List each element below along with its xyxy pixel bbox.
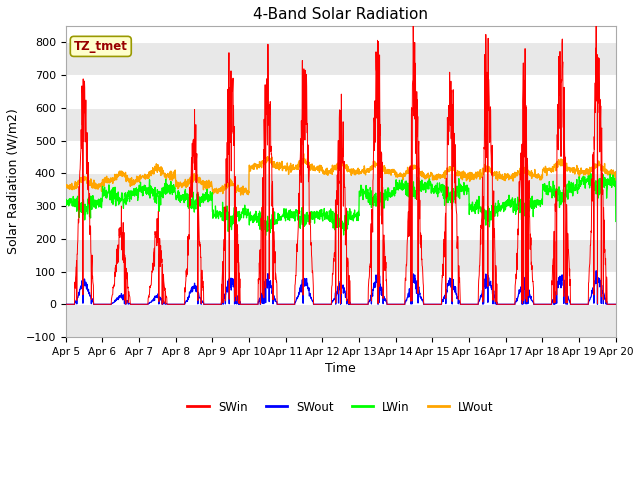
SWin	[500, 301, 508, 307]
SWin	[369, 217, 376, 223]
LWin	[587, 171, 595, 177]
LWin	[357, 185, 365, 191]
Bar	[65, 108, 616, 141]
SWin	[356, 301, 364, 307]
LWout	[61, 184, 69, 190]
SWout	[593, 268, 600, 274]
X-axis label: Time: Time	[325, 362, 356, 375]
LWin	[262, 233, 269, 239]
SWout	[61, 301, 69, 307]
LWout	[369, 163, 377, 168]
LWout	[300, 151, 307, 156]
Title: 4-Band Solar Radiation: 4-Band Solar Radiation	[253, 7, 428, 22]
Bar	[65, 173, 616, 206]
Bar	[65, 239, 616, 272]
Line: LWout: LWout	[65, 154, 616, 195]
SWout	[215, 301, 223, 307]
SWin	[579, 301, 586, 307]
SWout	[500, 301, 508, 307]
SWin	[215, 301, 223, 307]
Legend: SWin, SWout, LWin, LWout: SWin, SWout, LWin, LWout	[183, 396, 499, 418]
LWin	[564, 188, 572, 194]
LWin	[215, 212, 223, 218]
Line: SWout: SWout	[65, 271, 616, 304]
SWout	[356, 301, 364, 307]
SWout	[563, 296, 571, 301]
SWin	[61, 301, 69, 307]
SWout	[579, 301, 586, 307]
LWout	[564, 165, 572, 170]
SWout	[612, 301, 620, 307]
Text: TZ_tmet: TZ_tmet	[74, 40, 128, 53]
Line: LWin: LWin	[65, 174, 616, 236]
LWout	[612, 182, 620, 188]
LWout	[237, 192, 244, 198]
LWout	[579, 169, 587, 175]
LWout	[215, 186, 223, 192]
LWin	[579, 177, 586, 183]
SWin	[612, 301, 620, 307]
Y-axis label: Solar Radiation (W/m2): Solar Radiation (W/m2)	[7, 108, 20, 254]
LWout	[501, 171, 509, 177]
LWin	[61, 196, 69, 202]
LWin	[501, 201, 509, 207]
SWout	[369, 292, 376, 298]
Bar	[65, 42, 616, 75]
Bar	[65, 304, 616, 337]
SWin	[563, 245, 571, 251]
Line: SWin: SWin	[65, 0, 616, 304]
LWout	[357, 169, 365, 175]
LWin	[612, 218, 620, 224]
LWin	[369, 198, 376, 204]
